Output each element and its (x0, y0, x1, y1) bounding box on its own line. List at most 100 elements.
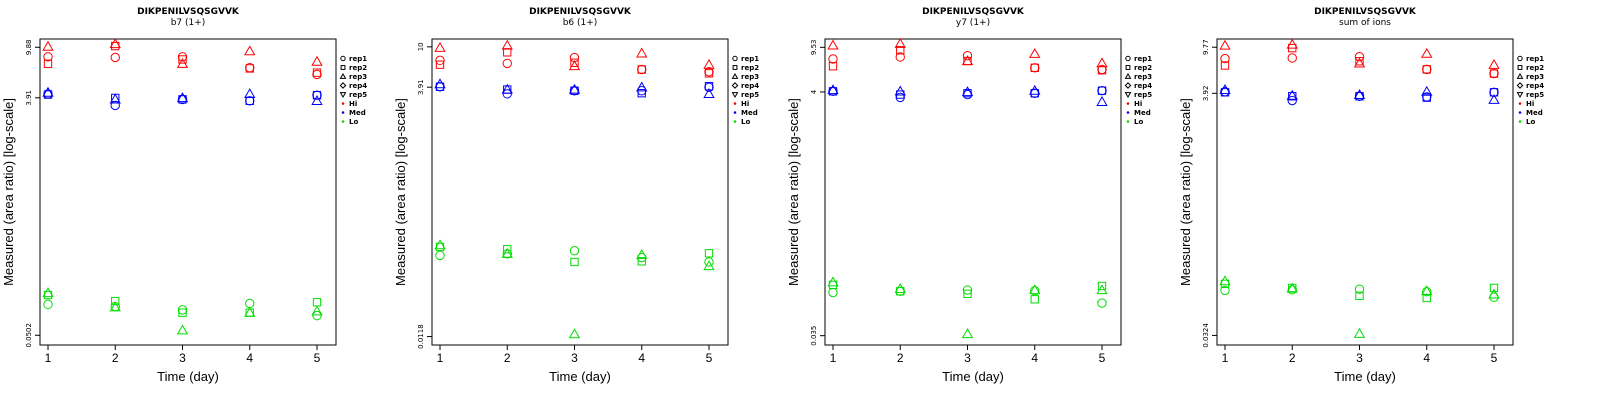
data-point (110, 52, 120, 63)
data-point (178, 308, 187, 317)
legend-color-dot (1126, 102, 1130, 105)
data-point (176, 92, 189, 103)
legend-color-dot (1126, 111, 1130, 114)
data-point (828, 280, 838, 290)
legend-label: rep3 (741, 73, 759, 81)
data-point (704, 67, 714, 77)
data-point (435, 55, 445, 66)
x-tick-label: 1 (1222, 351, 1229, 365)
data-point (703, 260, 715, 271)
data-point (1030, 63, 1039, 72)
y-tick-label: 9.53 (810, 40, 818, 56)
y-axis-label: Measured (area ratio) [log-scale] (1, 98, 16, 286)
data-point (894, 85, 906, 96)
legend-label: rep5 (1526, 91, 1544, 99)
legend-label: Lo (741, 118, 750, 126)
legend-symbol (1125, 65, 1131, 70)
x-tick-label: 5 (706, 351, 713, 365)
data-point (312, 90, 322, 100)
data-point (828, 62, 838, 71)
data-point (1097, 281, 1107, 291)
x-tick-label: 3 (571, 351, 578, 365)
x-tick-label: 3 (1356, 351, 1363, 365)
data-point (637, 89, 646, 98)
data-point (827, 276, 839, 287)
data-point (501, 83, 513, 94)
data-point (1220, 61, 1230, 70)
x-tick-label: 3 (964, 351, 971, 365)
data-point (1353, 57, 1366, 68)
legend-symbol (1124, 92, 1132, 99)
data-point (1354, 51, 1365, 62)
data-point (1355, 291, 1364, 300)
data-point (1220, 285, 1230, 296)
legend-symbol (339, 92, 347, 99)
legend-label: rep2 (349, 64, 367, 72)
legend-label: Lo (1526, 118, 1535, 126)
legend-color-dot (733, 111, 737, 114)
data-point (704, 249, 714, 258)
legend-label: rep4 (1526, 82, 1544, 90)
data-point (570, 58, 579, 67)
data-point (311, 305, 323, 316)
data-point (1287, 285, 1297, 295)
data-point (1489, 87, 1499, 98)
data-point (1422, 65, 1431, 74)
data-point (1219, 84, 1231, 94)
data-point (636, 249, 648, 259)
legend-label: rep4 (741, 82, 759, 90)
legend-symbol (1516, 72, 1524, 79)
chart-title: DIKPENILVSQSGVVK (137, 7, 240, 17)
data-point (895, 52, 905, 62)
x-tick-label: 2 (504, 351, 511, 365)
data-point (704, 69, 714, 78)
data-point (568, 328, 581, 339)
legend-symbol (1516, 82, 1524, 89)
y-tick-label: 10 (417, 42, 425, 51)
data-point (1030, 63, 1040, 73)
legend-label: Hi (349, 100, 357, 108)
data-point (1220, 279, 1230, 289)
data-point (176, 324, 189, 335)
chart-subtitle: b7 (1+) (171, 18, 206, 28)
y-tick-label: 0.035 (810, 326, 818, 346)
data-point (245, 64, 254, 73)
data-point (503, 245, 512, 254)
data-point (1219, 275, 1231, 286)
legend-label: Hi (741, 100, 749, 108)
data-point (828, 86, 838, 97)
data-point (703, 58, 715, 69)
data-point (1489, 283, 1499, 293)
data-point (895, 92, 905, 103)
plot-frame (1216, 38, 1514, 346)
data-point (894, 37, 906, 48)
data-point (636, 47, 648, 58)
data-point (1422, 287, 1432, 297)
x-axis-label: Time (day) (942, 369, 1004, 384)
data-point (827, 39, 839, 50)
plot-frame (431, 38, 729, 346)
legend-label: Lo (349, 118, 358, 126)
data-point (828, 287, 838, 298)
y-tick-label: 0.0118 (417, 324, 425, 349)
data-point (1219, 39, 1231, 50)
data-point (311, 55, 323, 66)
legend-label: Lo (1134, 118, 1143, 126)
x-tick-label: 5 (314, 351, 321, 365)
x-axis-label: Time (day) (1334, 369, 1396, 384)
data-point (1421, 85, 1433, 96)
data-point (894, 283, 906, 293)
legend-symbol (1517, 65, 1523, 70)
chart-title: DIKPENILVSQSGVVK (1314, 7, 1417, 17)
data-point (637, 257, 646, 266)
y-tick-label: 3.92 (1202, 86, 1210, 102)
legend-label: rep3 (349, 73, 367, 81)
y-tick-label: 0.0324 (1202, 323, 1210, 348)
x-tick-label: 4 (246, 351, 253, 365)
data-point (637, 64, 647, 75)
data-point (42, 86, 54, 97)
y-axis-label: Measured (area ratio) [log-scale] (1178, 98, 1193, 286)
data-point (1287, 95, 1297, 106)
data-point (312, 69, 322, 80)
